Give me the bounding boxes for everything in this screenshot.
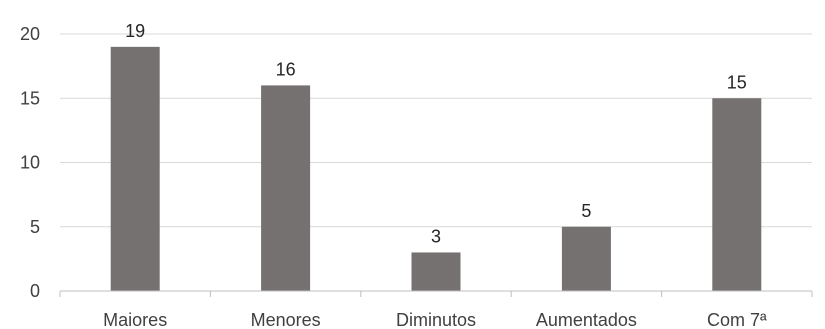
data-label: 19 [125, 21, 145, 41]
y-axis-tick-labels: 0 5 10 15 20 [20, 24, 40, 301]
y-tick-label: 5 [30, 217, 40, 237]
bar-maiores [110, 46, 160, 291]
gridlines [60, 33, 812, 228]
y-tick-label: 0 [30, 281, 40, 301]
x-tick-label: Menores [251, 310, 321, 329]
bar-diminutos [411, 252, 461, 291]
bar-com-7- [712, 98, 762, 291]
bars [110, 46, 762, 292]
data-label: 15 [727, 72, 747, 92]
y-tick-label: 20 [20, 24, 40, 44]
x-axis-tick-labels: Maiores Menores Diminutos Aumentados Com 7ª [103, 310, 767, 329]
data-label: 5 [581, 201, 591, 221]
x-tick-label: Diminutos [396, 310, 476, 329]
data-label: 16 [276, 59, 296, 79]
bar-menores [261, 85, 311, 292]
data-labels: 19 16 3 5 15 [125, 21, 747, 247]
x-tick-label: Com 7ª [707, 310, 767, 329]
y-tick-label: 10 [20, 153, 40, 173]
bar-aumentados [561, 226, 611, 291]
x-tick-label: Aumentados [536, 310, 637, 329]
x-axis-tick-marks [59, 291, 813, 297]
y-tick-label: 15 [20, 88, 40, 108]
x-tick-label: Maiores [103, 310, 167, 329]
data-label: 3 [431, 226, 441, 246]
